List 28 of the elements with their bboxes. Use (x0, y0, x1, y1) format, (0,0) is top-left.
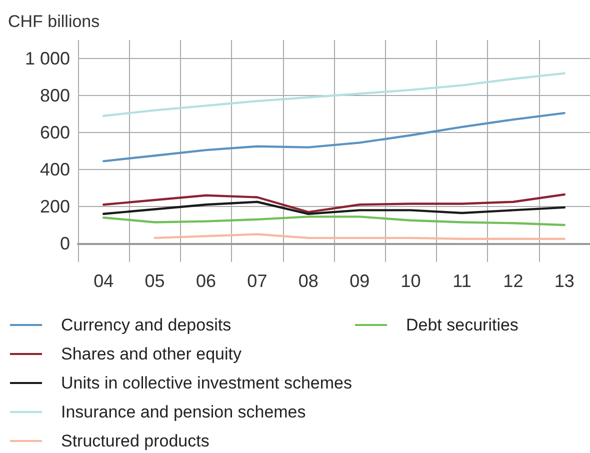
line-series (102, 200, 566, 215)
y-tick-label: 200 (40, 196, 70, 216)
x-tick-label: 06 (196, 271, 216, 291)
x-tick-label: 13 (554, 271, 574, 291)
x-tick-label: 08 (298, 271, 318, 291)
legend-label: Debt securities (406, 316, 518, 334)
y-axis-title: CHF billions (8, 12, 100, 31)
x-tick-label: 10 (400, 271, 421, 291)
x-tick-label: 11 (452, 271, 472, 291)
line-series (102, 72, 566, 117)
legend-label: Structured products (61, 432, 210, 450)
x-tick-label: 04 (94, 271, 114, 291)
legend-label: Insurance and pension schemes (61, 402, 306, 422)
y-tick-label: 800 (40, 86, 70, 106)
y-tick-label: 0 (60, 234, 70, 254)
line-series (102, 193, 566, 214)
y-tick-label: 1 000 (24, 48, 70, 68)
line-series (102, 216, 566, 226)
y-tick-label: 600 (40, 122, 70, 142)
x-tick-label: 07 (247, 271, 268, 291)
y-tick-label: 400 (40, 160, 70, 180)
legend-label: Currency and deposits (61, 316, 232, 334)
x-tick-label: 12 (503, 271, 524, 291)
legend-label: Units in collective investment schemes (61, 374, 352, 392)
legend-label: Shares and other equity (61, 344, 242, 364)
x-tick-label: 09 (350, 271, 370, 291)
x-tick-label: 05 (144, 271, 165, 291)
line-series (102, 112, 566, 162)
